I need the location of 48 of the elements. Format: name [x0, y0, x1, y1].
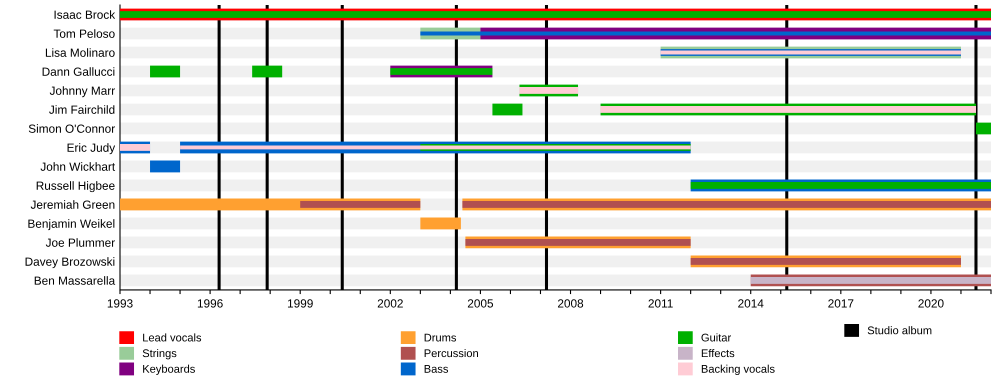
bar	[180, 145, 691, 150]
y-tick-label: Dann Gallucci	[42, 67, 114, 76]
legend-label: Studio album	[868, 326, 932, 334]
x-tick-label: 1999	[288, 299, 313, 308]
y-tick-label: Eric Judy	[68, 143, 116, 154]
bar	[120, 144, 150, 151]
bar	[519, 87, 578, 94]
y-tick-label: John Wickhart	[40, 162, 116, 171]
x-tick-label: 2017	[828, 299, 854, 308]
y-tick-label: Davey Brozowski	[26, 257, 114, 268]
bar	[252, 66, 282, 78]
bar	[420, 218, 461, 230]
x-tick-label: 2005	[468, 299, 494, 308]
legend-label: Backing vocals	[702, 364, 775, 375]
y-tick-label: Simon O'Connor	[28, 124, 115, 133]
bar	[150, 66, 180, 78]
y-tick-label: Joe Plummer	[46, 238, 115, 247]
legend-label: Percussion	[424, 349, 478, 358]
bar	[465, 239, 691, 246]
x-tick-label: 2002	[378, 299, 403, 308]
bar	[600, 106, 976, 113]
legend-label: Lead vocals	[143, 333, 202, 342]
x-tick-label: 2014	[738, 299, 764, 308]
y-tick-label: Jim Fairchild	[49, 105, 114, 114]
y-tick-label: Benjamin Weikel	[28, 219, 114, 230]
x-tick-label: 1996	[198, 299, 223, 308]
bar	[150, 160, 180, 172]
x-tick-label: 2020	[918, 299, 944, 308]
bar	[690, 258, 961, 265]
y-tick-label: Isaac Brock	[54, 10, 116, 19]
y-tick-label: Jeremiah Green	[30, 200, 114, 209]
y-tick-label: Russell Higbee	[36, 181, 115, 192]
legend-label: Keyboards	[143, 364, 195, 375]
y-tick-label: Ben Massarella	[34, 276, 116, 285]
bar	[120, 11, 991, 18]
bar	[492, 104, 522, 116]
y-tick-label: Lisa Molinaro	[46, 48, 115, 57]
legend-label: Strings	[142, 349, 176, 360]
legend-label: Effects	[702, 349, 734, 358]
legend-label: Bass	[424, 365, 448, 373]
x-tick-label: 2008	[558, 299, 584, 308]
x-tick-label: 1993	[108, 299, 133, 308]
legend-label: Guitar	[701, 333, 731, 342]
bar	[390, 68, 492, 75]
x-tick-label: 2011	[648, 299, 673, 308]
y-tick-label: Tom Peloso	[54, 29, 115, 38]
y-tick-label: Johnny Marr	[50, 86, 115, 98]
legend-label: Drums	[424, 334, 456, 342]
